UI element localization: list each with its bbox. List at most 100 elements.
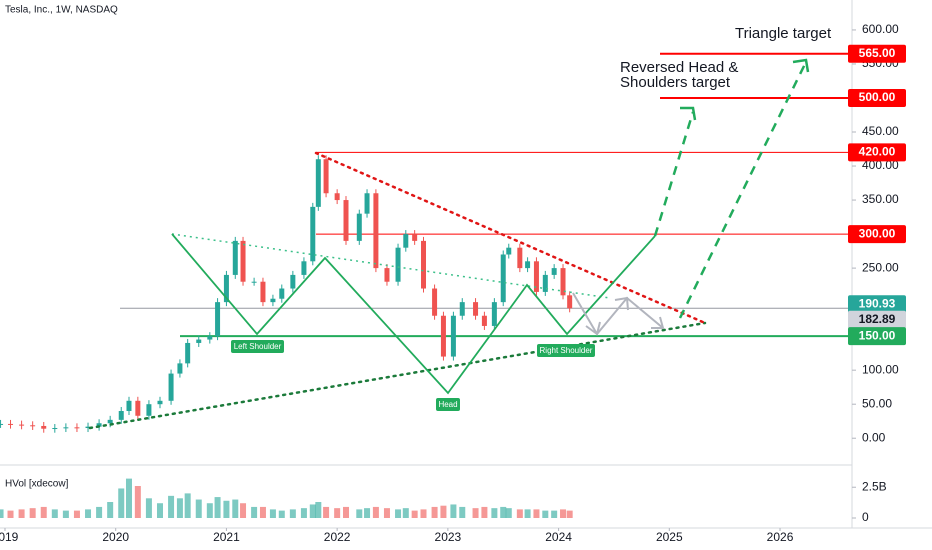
price-tag [848, 44, 906, 63]
price-tag-label: 420.00 [859, 145, 896, 159]
price-tag-label: 150.00 [859, 328, 896, 342]
volume-bar [223, 500, 230, 518]
price-tag-label: 565.00 [859, 46, 896, 60]
volume-bar [343, 506, 350, 518]
volume-bar [240, 503, 247, 518]
volume-bar [551, 510, 558, 518]
candle [96, 423, 102, 427]
candle [440, 315, 446, 357]
candle [118, 411, 124, 420]
volume-bar [491, 508, 498, 518]
volume-bar [156, 503, 163, 518]
candle [517, 247, 523, 269]
volume-bar [51, 509, 58, 518]
candle [432, 288, 438, 316]
volume-bar [383, 508, 390, 518]
x-tick-label: 2019 [0, 530, 19, 544]
volume-bar [85, 509, 92, 518]
volume-bar [533, 509, 540, 518]
arrow-head [680, 106, 697, 121]
y-tick-label: 400.00 [862, 158, 899, 172]
candle [403, 234, 409, 248]
pattern-label: Right Shoulder [540, 346, 593, 355]
arrow-head [585, 321, 601, 336]
y-tick-label: 0.00 [862, 430, 886, 444]
volume-bar [566, 510, 573, 518]
candle [223, 274, 229, 303]
resistance-trendline [314, 151, 707, 325]
volume-bar [134, 486, 141, 518]
candle [500, 254, 506, 303]
candle [301, 261, 307, 275]
volume-bar [278, 510, 285, 518]
volume-bar [524, 509, 531, 518]
x-tick-label: 2023 [435, 530, 462, 544]
candle [232, 240, 238, 275]
arrow-head [792, 58, 810, 73]
volume-bar [516, 509, 523, 518]
volume-bar [431, 506, 438, 518]
volume-bar [184, 493, 191, 518]
volume-bar [560, 509, 567, 518]
volume-bar [542, 510, 549, 518]
candle [260, 281, 266, 303]
candle [459, 302, 465, 316]
price-tag-label: 300.00 [859, 226, 896, 240]
x-tick-label: 2020 [102, 530, 129, 544]
vol-tick-label: 2.5B [862, 479, 887, 493]
volume-bar [214, 497, 221, 518]
candle [334, 193, 340, 201]
candle [364, 193, 370, 214]
volume-bar [232, 499, 239, 518]
pattern-label: Head [438, 400, 457, 409]
candle [421, 240, 427, 289]
volume-bar [411, 510, 418, 518]
x-tick-label: 2021 [213, 530, 240, 544]
x-tick-label: 2022 [324, 530, 351, 544]
label-box [436, 398, 460, 411]
candle [146, 404, 152, 416]
volume-bar [251, 506, 258, 518]
price-tag [848, 327, 906, 346]
candle [215, 302, 221, 337]
volume-bar [505, 508, 512, 518]
volume-bar [364, 508, 371, 518]
chart-title: Tesla, Inc., 1W, NASDAQ [5, 5, 118, 16]
candle [52, 428, 58, 430]
volume-bar [40, 506, 47, 518]
volume-bar [402, 508, 409, 518]
candle [0, 423, 4, 425]
price-tag [848, 88, 906, 107]
candle [168, 373, 174, 401]
price-tag-label: 190.93 [859, 296, 896, 310]
candle [251, 281, 257, 283]
volume-bar [125, 478, 132, 518]
annotation: Reversed Head & [620, 59, 738, 76]
x-tick-label: 2024 [545, 530, 572, 544]
volume-bar [29, 508, 36, 518]
y-tick-label: 600.00 [862, 22, 899, 36]
volume-bar [145, 498, 152, 518]
candle [560, 268, 566, 296]
price-tag [848, 143, 906, 162]
volume-bar [62, 510, 69, 518]
upper-dotted-line [171, 233, 611, 299]
volume-bar [168, 495, 175, 518]
volume-bar [269, 509, 276, 518]
candle [19, 424, 25, 426]
volume-bar [500, 506, 507, 518]
volume-bar [259, 506, 266, 518]
volume-bar [309, 504, 316, 518]
volume-bar [315, 502, 322, 518]
volume-bar [395, 509, 402, 518]
volume-bar [420, 509, 427, 518]
arrow-head [614, 296, 629, 311]
volume-bar [206, 503, 213, 518]
candle [356, 213, 362, 241]
candle [310, 206, 316, 262]
head-shoulders-pattern [171, 233, 656, 395]
price-tag [848, 295, 906, 314]
volume-bar [323, 506, 330, 518]
y-tick-label: 100.00 [862, 362, 899, 376]
x-tick-label: 2026 [767, 530, 794, 544]
